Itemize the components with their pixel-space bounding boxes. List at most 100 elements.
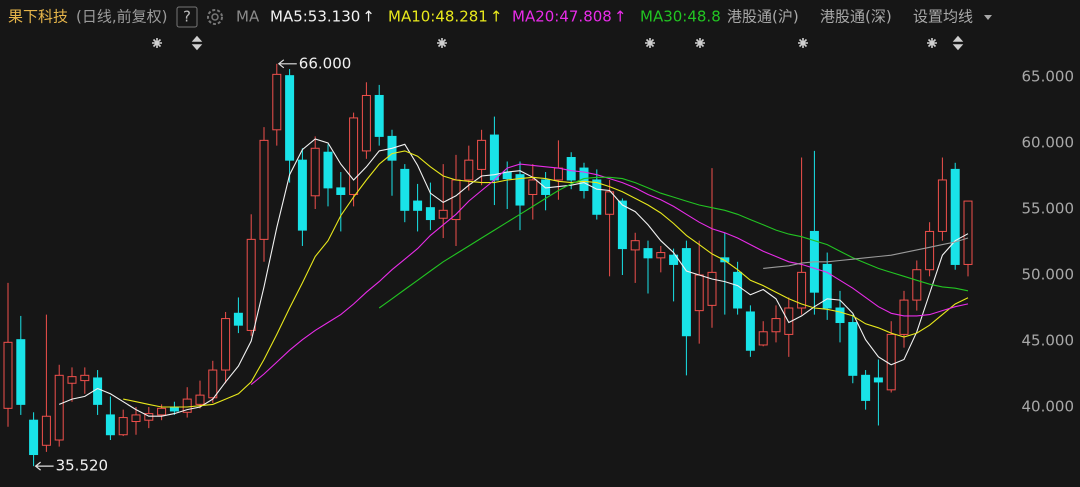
- event-marker[interactable]: [798, 38, 808, 48]
- event-marker[interactable]: [695, 38, 705, 48]
- candle-body: [323, 151, 333, 189]
- header-button-bg: [816, 4, 904, 30]
- candle-body: [720, 257, 730, 263]
- candle-body: [515, 174, 525, 206]
- candle-body: [617, 200, 627, 250]
- header-button-bg: [723, 4, 811, 30]
- ma-line: [123, 150, 969, 408]
- header-button[interactable]: 港股通(沪): [727, 8, 799, 26]
- candle-body: [707, 271, 717, 306]
- candle-body: [208, 369, 218, 399]
- legend-arrow: ↑: [362, 8, 375, 26]
- candle-body: [489, 134, 499, 181]
- candle-body: [656, 252, 666, 259]
- subtitle: (日线,前复权): [76, 8, 167, 26]
- candle-body: [195, 394, 205, 405]
- candle-body: [29, 419, 39, 456]
- candle-body: [374, 94, 384, 137]
- legend-arrow: ↑: [614, 8, 627, 26]
- candle-body: [310, 147, 320, 197]
- event-marker[interactable]: [152, 38, 162, 48]
- candle-body: [937, 179, 947, 232]
- min-annotation: 35.520: [56, 457, 109, 475]
- candle-body: [733, 271, 743, 309]
- candle-body: [67, 376, 77, 384]
- y-tick-label: 40.000: [1022, 398, 1075, 416]
- y-tick-label: 50.000: [1022, 266, 1075, 284]
- event-marker[interactable]: [952, 35, 964, 51]
- candle-body: [771, 318, 781, 333]
- candle-body: [592, 179, 602, 215]
- candle-body: [41, 415, 51, 446]
- candle-body: [3, 341, 13, 409]
- candle-body: [16, 339, 26, 405]
- header-button[interactable]: 港股通(深): [820, 8, 892, 26]
- candle-body: [464, 159, 474, 181]
- candle-body: [848, 322, 858, 376]
- stock-title: 果下科技: [8, 8, 68, 26]
- ma-label: MA: [236, 8, 260, 26]
- candle-body: [579, 167, 589, 192]
- candle-body: [925, 230, 935, 271]
- candle-body: [643, 248, 653, 259]
- candle-body: [784, 307, 794, 335]
- candle-body: [553, 167, 563, 181]
- legend-arrow: ↑: [490, 8, 503, 26]
- ma-line: [763, 237, 969, 269]
- dropdown-caret[interactable]: [984, 15, 992, 20]
- ma-line: [250, 163, 969, 386]
- candle-body: [425, 207, 435, 221]
- candle-body: [797, 271, 807, 309]
- candle-body: [963, 200, 973, 265]
- candle-body: [899, 299, 909, 335]
- candle-body: [131, 414, 141, 423]
- gear-outer: [207, 9, 223, 25]
- header-button[interactable]: 设置均线: [913, 8, 973, 26]
- legend-entry: MA10:48.281: [388, 8, 488, 26]
- help-icon[interactable]: ?: [183, 8, 191, 26]
- candle-body: [233, 312, 243, 326]
- candle-body: [873, 377, 883, 383]
- candle-body: [144, 413, 154, 421]
- candle-body: [745, 311, 755, 351]
- candle-body: [182, 398, 192, 413]
- candle-body: [669, 254, 679, 265]
- candle-body: [118, 417, 128, 436]
- candle-body: [297, 159, 307, 231]
- event-marker[interactable]: [927, 38, 937, 48]
- candle-body: [835, 307, 845, 324]
- candle-body: [681, 248, 691, 337]
- candle-body: [272, 73, 282, 131]
- candle-body: [413, 200, 423, 211]
- candle-body: [221, 318, 231, 371]
- candle-body: [758, 331, 768, 346]
- candle-body: [93, 377, 103, 405]
- candle-body: [630, 240, 640, 251]
- candle-body: [361, 94, 371, 152]
- event-marker[interactable]: [437, 38, 447, 48]
- y-tick-label: 45.000: [1022, 332, 1075, 350]
- settings-gear[interactable]: [207, 9, 223, 25]
- event-marker[interactable]: [645, 38, 655, 48]
- candle-body: [912, 269, 922, 301]
- help-box[interactable]: [176, 6, 198, 28]
- candle-body: [822, 263, 832, 309]
- gear-inner: [211, 13, 219, 21]
- event-marker[interactable]: [191, 35, 203, 51]
- candle-body: [950, 168, 960, 265]
- candle-body: [886, 333, 896, 391]
- candle-body: [694, 274, 704, 312]
- candle-body: [528, 179, 538, 195]
- y-tick-label: 65.000: [1022, 67, 1075, 85]
- candle-body: [157, 407, 167, 416]
- candle-body: [259, 139, 269, 240]
- candle-body: [246, 238, 256, 331]
- legend-entry: MA5:53.130: [270, 8, 360, 26]
- candle-body: [438, 209, 448, 219]
- y-tick-label: 55.000: [1022, 199, 1075, 217]
- max-annotation: 66.000: [299, 54, 352, 72]
- ma-line: [58, 138, 969, 417]
- max-annotation-arrow: [277, 59, 297, 69]
